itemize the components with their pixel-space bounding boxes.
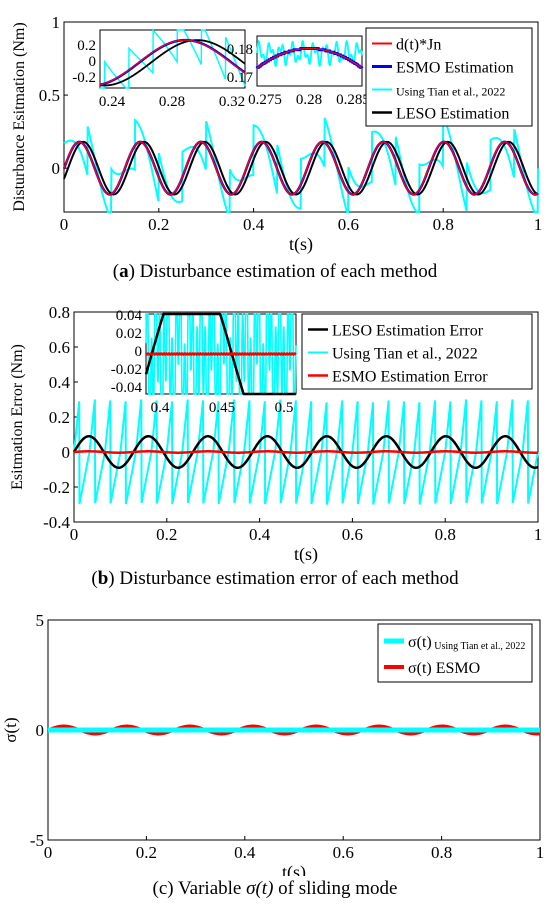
inset-b-tian: [145, 312, 297, 395]
inset-a1-y-tick: 0: [89, 54, 97, 70]
inset-a1-tian: [100, 28, 246, 89]
y-tick-label: -0.2: [43, 478, 70, 497]
inset-a1-y-tick: 0.2: [77, 38, 96, 54]
y-tick-label: 0.6: [49, 338, 70, 357]
caption-a: (a) Disturbance estimation of each metho…: [112, 261, 438, 282]
caption-b-text: Disturbance estimation error of each met…: [114, 568, 459, 589]
caption-b: (b) Disturbance estimation error of each…: [91, 568, 459, 589]
chart-c: 0 0.2 0.4 0.6 0.8 150-5t(s)σ(t)σ(t) Using Tia…: [1, 611, 545, 876]
y-tick-label: 0.4: [49, 373, 71, 392]
y-tick-label: 0.2: [49, 408, 70, 427]
y-tick-label: -5: [30, 831, 44, 850]
caption-a-letter: a: [119, 261, 129, 282]
legend-a: [365, 27, 533, 127]
legend-label-sub: Using Tian et al., 2022: [432, 641, 526, 652]
x-tick-label: 0.8: [431, 843, 452, 862]
inset-a2-y-tick: 0.18: [227, 42, 253, 58]
inset-a1-leso: [99, 39, 246, 87]
inset-a2-x-tick: 0.28: [296, 92, 322, 108]
inset-a2-x-tick: 0.275: [248, 92, 282, 108]
x-tick-label: 0: [44, 843, 53, 862]
legend-b: [301, 313, 533, 390]
inset-a1-d-jn: [99, 39, 246, 86]
y-tick-label: 0: [62, 443, 71, 462]
caption-a-text: Disturbance estimation of each method: [134, 261, 438, 282]
legend-c: [377, 623, 533, 683]
caption-b-letter: b: [97, 568, 109, 589]
inset-a1-y-tick: -0.2: [72, 70, 96, 86]
caption-c-post: of sliding mode: [273, 878, 398, 899]
series-d-jn: [63, 141, 539, 196]
y-axis-label: Disturbance Esitmation (Nm): [11, 22, 28, 211]
series-esmo-error: [73, 450, 539, 454]
x-axis-label: t(s): [289, 234, 313, 255]
x-tick-label: 0.4: [234, 843, 256, 862]
inset-b-leso: [144, 312, 296, 396]
caption-c-symbol: σ(t): [246, 878, 274, 899]
legend-label: Using Tian et al., 2022: [396, 85, 505, 99]
x-tick-label: 0.2: [136, 843, 157, 862]
x-tick-label: 0.6: [342, 525, 363, 544]
y-tick-label: 0.8: [49, 303, 70, 322]
y-tick-label: 0: [36, 721, 45, 740]
x-tick-label: 0.4: [249, 525, 271, 544]
y-tick-label: 0.5: [39, 86, 60, 105]
inset-b-y-tick: -0.04: [111, 380, 143, 396]
inset-b-y-tick: -0.02: [111, 362, 142, 378]
y-axis-label: Esitmation Error (Nm): [9, 344, 26, 490]
y-tick-label: 1: [52, 13, 61, 32]
x-tick-label: 0.4: [243, 215, 265, 234]
inset-a2-d-jn: [256, 47, 363, 69]
inset-b-y-tick: 0.02: [116, 326, 142, 342]
x-axis-label: t(s): [282, 862, 306, 876]
chart-b: 0 0.2 0.4 0.6 0.8 1 0.8 0.6 0.4 0.2 0 -0.2 -0.4 t(s) E…: [9, 303, 543, 564]
y-tick-label: -0.4: [43, 513, 70, 532]
x-tick-label: 0.8: [435, 525, 456, 544]
x-tick-label: 1: [536, 843, 545, 862]
x-axis-label: t(s): [294, 544, 318, 564]
x-tick-label: 0.2: [156, 525, 177, 544]
inset-b-x-tick: 0.5: [275, 400, 294, 416]
inset-b-esmo: [145, 352, 297, 356]
series-tian: [63, 116, 539, 213]
inset-a2-y-tick: 0.17: [227, 70, 254, 86]
inset-b-x-tick: 0.4: [151, 400, 170, 416]
y-axis-label: σ(t): [1, 717, 20, 742]
legend-label: Using Tian et al., 2022: [332, 346, 478, 363]
inset-a1-x-tick: 0.32: [219, 94, 245, 110]
x-tick-label: 1: [534, 215, 543, 234]
legend-label: LESO Estimation Error: [332, 323, 484, 340]
y-tick-label: 0: [52, 159, 61, 178]
inset-a2-x-tick: 0.285: [336, 92, 370, 108]
inset-a1-x-tick: 0.24: [99, 94, 126, 110]
legend-label: ESMO Estimation Error: [332, 369, 488, 386]
inset-b-x-tick: 0.45: [209, 400, 235, 416]
legend-label: d(t)*Jn: [396, 37, 441, 54]
x-tick-label: 0.8: [433, 215, 454, 234]
legend-label: LESO Estimation: [396, 106, 509, 123]
y-tick-label: 5: [36, 611, 45, 630]
caption-c: (c) Variable σ(t) of sliding mode: [0, 878, 550, 900]
x-tick-label: 0.6: [338, 215, 359, 234]
caption-c-pre: (c) Variable: [152, 878, 247, 899]
inset-a1-frame: [99, 29, 246, 89]
x-tick-label: 0.2: [148, 215, 169, 234]
legend-label: ESMO Estimation: [396, 60, 514, 77]
inset-a1-x-tick: 0.28: [159, 94, 185, 110]
x-tick-label: 0: [70, 525, 79, 544]
legend-label: σ(t) ESMO: [408, 660, 480, 677]
inset-b-y-tick: 0.04: [116, 308, 143, 324]
x-tick-label: 1: [534, 525, 543, 544]
chart-a: 0 0.2 0.4 0.6 0.8 100.51t(s)Disturbance Esitm…: [11, 13, 543, 255]
x-tick-label: 0: [60, 215, 69, 234]
inset-b-y-tick: 0: [135, 344, 143, 360]
x-tick-label: 0.6: [333, 843, 354, 862]
